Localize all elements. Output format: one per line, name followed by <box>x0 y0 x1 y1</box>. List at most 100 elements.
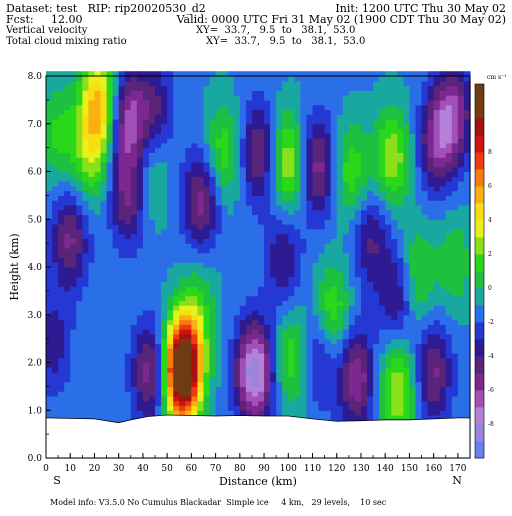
heatmap-cell <box>100 133 108 139</box>
heatmap-cell <box>312 391 320 397</box>
heatmap-cell <box>348 185 356 192</box>
heatmap-cell <box>155 133 162 139</box>
heatmap-cell <box>46 319 53 325</box>
heatmap-cell <box>94 281 102 287</box>
heatmap-cell <box>373 195 380 201</box>
heatmap-cell <box>403 247 411 254</box>
heatmap-cell <box>342 381 350 387</box>
heatmap-cell <box>233 80 241 87</box>
heatmap-cell <box>161 95 168 101</box>
heatmap-cell <box>385 209 392 216</box>
heatmap-cell <box>318 295 326 302</box>
heatmap-cell <box>148 157 156 163</box>
heatmap-cell <box>130 185 138 192</box>
heatmap-cell <box>264 410 271 416</box>
heatmap-cell <box>179 305 186 311</box>
heatmap-cell <box>403 410 411 416</box>
heatmap-cell <box>251 243 259 249</box>
heatmap-cell <box>276 161 283 168</box>
heatmap-cell <box>373 257 380 263</box>
heatmap-cell <box>58 128 65 134</box>
heatmap-cell <box>354 76 362 82</box>
heatmap-cell <box>324 348 332 354</box>
heatmap-cell <box>373 300 380 306</box>
heatmap-cell <box>227 114 235 120</box>
heatmap-cell <box>124 190 132 196</box>
heatmap-cell <box>409 114 417 120</box>
heatmap-cell <box>306 362 314 368</box>
heatmap-cell <box>324 410 332 416</box>
heatmap-cell <box>215 400 223 407</box>
heatmap-cell <box>397 214 404 220</box>
heatmap-cell <box>282 209 289 216</box>
heatmap-cell <box>167 243 174 249</box>
heatmap-cell <box>306 123 314 130</box>
heatmap-cell <box>155 161 162 168</box>
heatmap-cell <box>209 343 217 349</box>
heatmap-cell <box>300 109 308 115</box>
heatmap-cell <box>148 281 156 287</box>
heatmap-cell <box>379 238 386 244</box>
heatmap-cell <box>354 80 362 87</box>
heatmap-cell <box>409 133 417 139</box>
heatmap-cell <box>342 362 350 368</box>
heatmap-cell <box>221 343 229 349</box>
heatmap-cell <box>300 176 308 182</box>
heatmap-cell <box>282 343 289 349</box>
heatmap-cell <box>118 309 126 316</box>
heatmap-cell <box>215 233 223 239</box>
heatmap-cell <box>245 338 253 344</box>
heatmap-cell <box>118 281 126 287</box>
heatmap-cell <box>300 252 308 259</box>
heatmap-cell <box>64 271 71 278</box>
heatmap-cell <box>167 386 174 392</box>
heatmap-cell <box>409 376 417 383</box>
heatmap-cell <box>239 333 247 340</box>
heatmap-cell <box>148 138 156 144</box>
heatmap-cell <box>112 238 120 244</box>
heatmap-cell <box>367 247 374 254</box>
heatmap-cell <box>58 214 65 220</box>
heatmap-cell <box>288 99 295 106</box>
heatmap-cell <box>185 386 192 392</box>
heatmap-cell <box>106 338 114 344</box>
heatmap-cell <box>88 224 96 230</box>
heatmap-cell <box>76 367 83 373</box>
heatmap-field <box>46 71 471 459</box>
heatmap-cell <box>312 195 320 201</box>
heatmap-cell <box>342 372 350 378</box>
heatmap-cell <box>318 85 326 91</box>
heatmap-cell <box>209 262 217 268</box>
heatmap-cell <box>221 128 229 134</box>
heatmap-cell <box>348 71 356 77</box>
heatmap-cell <box>264 104 271 111</box>
heatmap-cell <box>185 300 192 306</box>
heatmap-cell <box>245 405 253 411</box>
heatmap-cell <box>76 228 83 235</box>
heatmap-cell <box>142 114 150 120</box>
heatmap-cell <box>373 166 380 173</box>
heatmap-cell <box>215 343 223 349</box>
heatmap-cell <box>282 190 289 196</box>
heatmap-cell <box>191 99 199 106</box>
heatmap-cell <box>100 157 108 163</box>
heatmap-cell <box>100 415 108 421</box>
heatmap-cell <box>191 195 199 201</box>
heatmap-cell <box>239 276 247 282</box>
heatmap-cell <box>191 190 199 196</box>
heatmap-cell <box>367 114 374 120</box>
heatmap-cell <box>148 314 156 321</box>
heatmap-cell <box>354 104 362 111</box>
heatmap-cell <box>118 324 126 330</box>
heatmap-cell <box>360 348 368 354</box>
heatmap-cell <box>58 333 65 340</box>
heatmap-cell <box>82 114 89 120</box>
heatmap-cell <box>142 71 150 77</box>
heatmap-cell <box>112 343 120 349</box>
heatmap-cell <box>391 247 398 254</box>
heatmap-cell <box>391 362 398 368</box>
heatmap-cell <box>373 352 380 359</box>
heatmap-cell <box>82 200 89 206</box>
heatmap-cell <box>179 243 186 249</box>
heatmap-cell <box>46 376 53 383</box>
